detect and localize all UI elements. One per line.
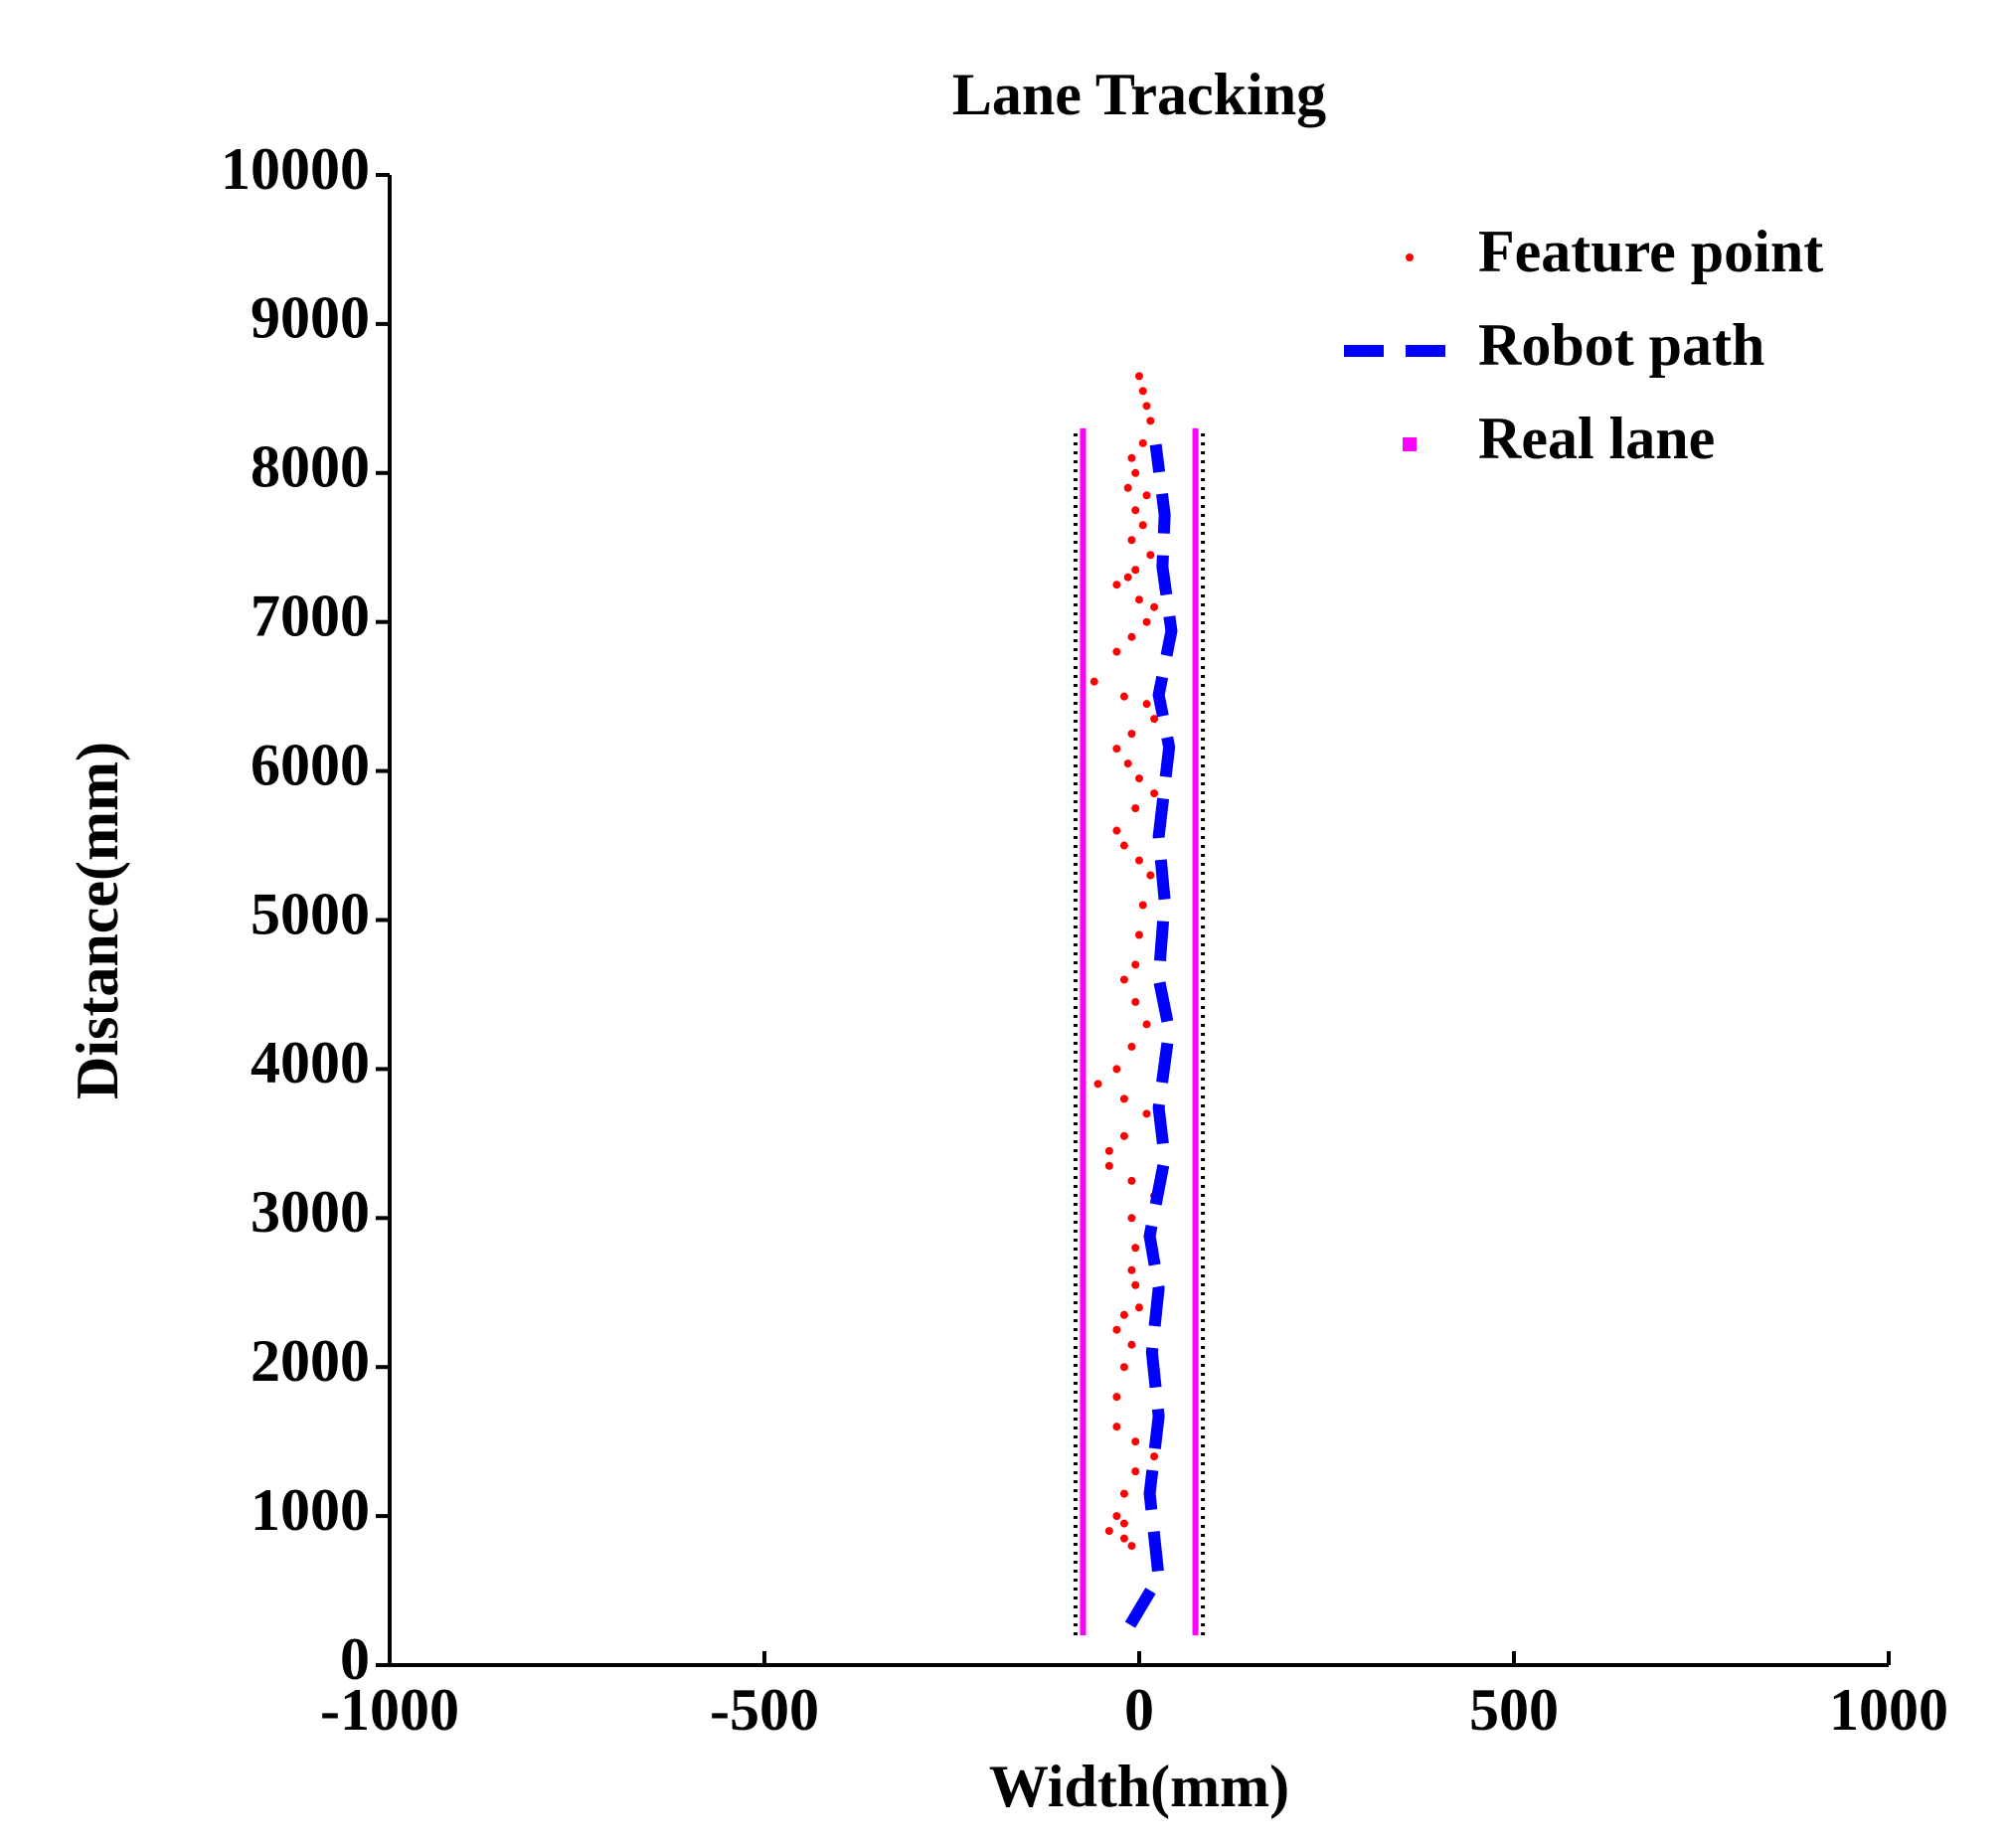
feature-point	[1138, 901, 1147, 910]
feature-point	[1135, 774, 1143, 783]
legend-label: Feature point	[1478, 219, 1823, 284]
feature-point	[1142, 1109, 1151, 1118]
feature-point	[1112, 1393, 1121, 1402]
feature-point	[1119, 1519, 1128, 1528]
feature-point	[1112, 647, 1121, 656]
feature-point	[1104, 1527, 1113, 1536]
feature-point	[1127, 1042, 1136, 1051]
feature-point	[1135, 1303, 1143, 1312]
y-tick-label: 8000	[251, 434, 370, 500]
y-tick-label: 4000	[251, 1030, 370, 1095]
y-tick-label: 3000	[251, 1179, 370, 1245]
feature-point	[1127, 1214, 1136, 1223]
feature-point	[1138, 521, 1147, 530]
feature-point	[1119, 1363, 1128, 1372]
feature-point	[1146, 417, 1155, 425]
feature-point	[1131, 1244, 1140, 1253]
y-tick-label: 1000	[251, 1477, 370, 1543]
x-tick-label: 500	[1469, 1677, 1559, 1743]
feature-point	[1119, 1534, 1128, 1543]
feature-point	[1112, 581, 1121, 589]
y-tick-label: 9000	[251, 285, 370, 351]
feature-point	[1127, 1542, 1136, 1551]
feature-point	[1142, 402, 1151, 411]
chart-title: Lane Tracking	[952, 62, 1326, 127]
feature-point	[1131, 960, 1140, 969]
feature-point	[1119, 841, 1128, 850]
feature-point	[1112, 1512, 1121, 1521]
feature-point	[1146, 871, 1155, 880]
feature-point	[1150, 715, 1159, 724]
legend-label: Real lane	[1478, 406, 1715, 471]
feature-point	[1093, 1080, 1102, 1089]
feature-point	[1127, 1265, 1136, 1274]
feature-point	[1119, 1310, 1128, 1319]
y-tick-label: 7000	[251, 583, 370, 648]
legend-label: Robot path	[1478, 312, 1764, 378]
feature-point	[1146, 551, 1155, 560]
x-tick-label: 0	[1124, 1677, 1154, 1743]
y-tick-label: 0	[340, 1626, 370, 1692]
feature-point	[1123, 759, 1132, 768]
feature-point	[1089, 677, 1098, 686]
feature-point	[1119, 1489, 1128, 1498]
feature-point	[1112, 1325, 1121, 1334]
feature-point	[1112, 745, 1121, 754]
feature-point	[1104, 1161, 1113, 1170]
feature-point	[1127, 1340, 1136, 1349]
feature-point	[1131, 506, 1140, 515]
feature-point	[1131, 566, 1140, 575]
feature-point	[1150, 602, 1159, 611]
feature-point	[1142, 700, 1151, 709]
series-line	[1124, 443, 1178, 1628]
legend-marker	[1406, 253, 1414, 261]
x-axis-label: Width(mm)	[989, 1754, 1289, 1819]
feature-point	[1104, 1146, 1113, 1155]
feature-point	[1123, 483, 1132, 492]
y-axis-label: Distance(mm)	[65, 742, 130, 1099]
feature-point	[1131, 1280, 1140, 1289]
x-tick-label: -1000	[320, 1677, 459, 1743]
feature-point	[1131, 1437, 1140, 1446]
feature-point	[1138, 387, 1147, 396]
legend-marker	[1403, 437, 1417, 451]
feature-point	[1119, 1131, 1128, 1140]
feature-point	[1112, 1423, 1121, 1431]
feature-point	[1138, 438, 1147, 447]
feature-point	[1135, 930, 1143, 939]
y-tick-label: 10000	[221, 136, 370, 202]
feature-point	[1135, 372, 1143, 381]
y-tick-label: 6000	[251, 732, 370, 797]
feature-point	[1119, 1094, 1128, 1103]
x-tick-label: -500	[710, 1677, 819, 1743]
feature-point	[1142, 1020, 1151, 1029]
feature-point	[1150, 789, 1159, 798]
series-line	[1080, 427, 1199, 1636]
feature-point	[1127, 632, 1136, 641]
feature-point	[1131, 1467, 1140, 1476]
feature-point	[1135, 856, 1143, 865]
feature-point	[1127, 536, 1136, 545]
feature-point	[1150, 1452, 1159, 1461]
feature-point	[1142, 617, 1151, 626]
feature-point	[1127, 453, 1136, 462]
feature-point	[1112, 826, 1121, 835]
feature-point	[1127, 730, 1136, 739]
feature-point	[1119, 975, 1128, 984]
feature-point	[1123, 573, 1132, 582]
feature-point	[1119, 692, 1128, 701]
feature-point	[1112, 1065, 1121, 1074]
feature-point	[1131, 997, 1140, 1006]
y-tick-label: 2000	[251, 1328, 370, 1394]
x-tick-label: 1000	[1829, 1677, 1948, 1743]
feature-point	[1127, 1176, 1136, 1185]
y-tick-label: 5000	[251, 881, 370, 946]
feature-point	[1131, 468, 1140, 477]
feature-point	[1142, 491, 1151, 500]
series-line	[1073, 427, 1206, 1636]
feature-point	[1135, 595, 1143, 604]
feature-point	[1131, 804, 1140, 813]
